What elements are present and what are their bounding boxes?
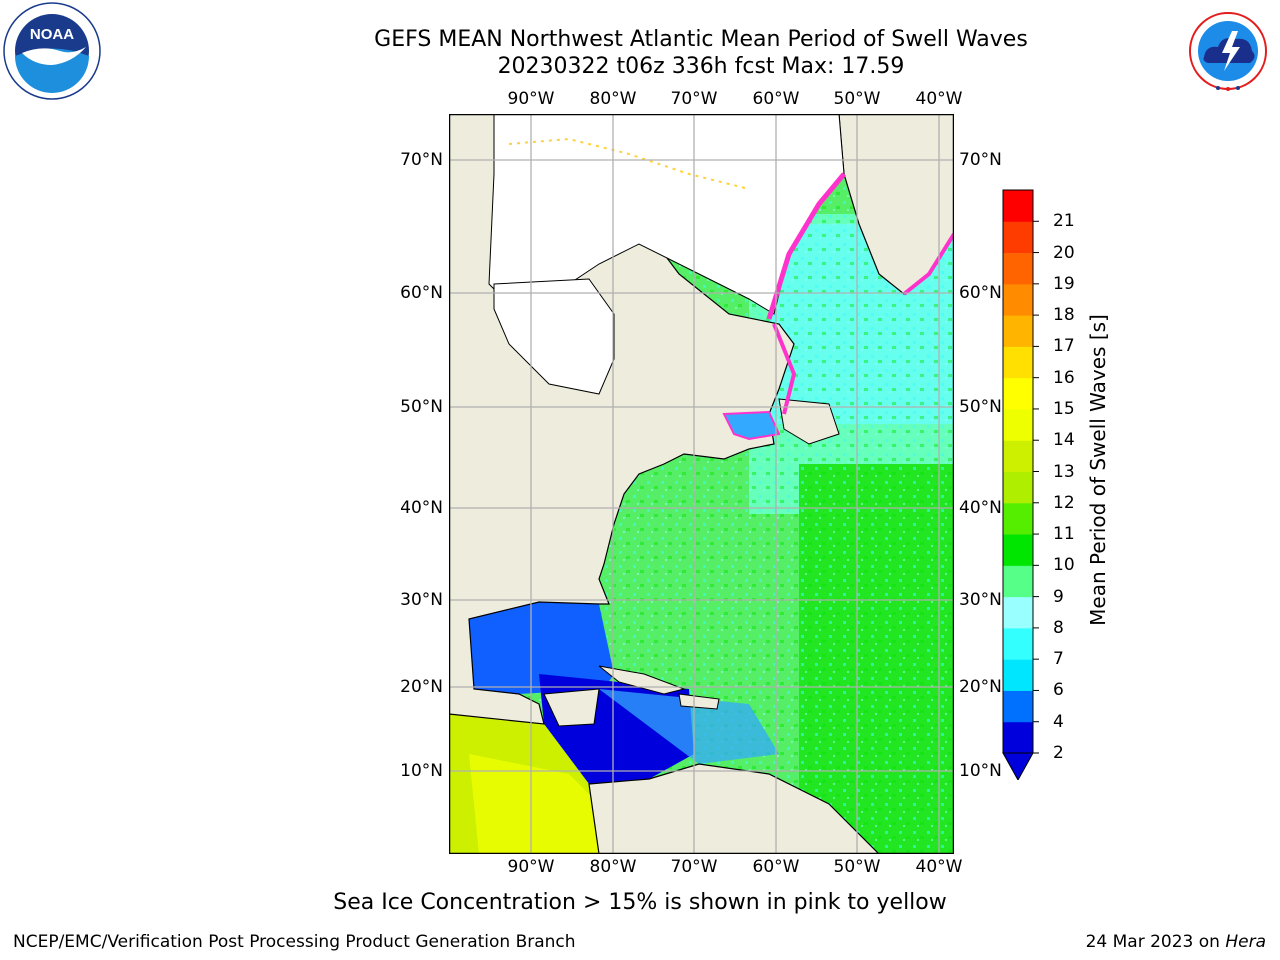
lat-label-60n-left: 60°N <box>400 283 443 303</box>
lat-label-70n-left: 70°N <box>400 150 443 170</box>
colorbar-tick-label: 21 <box>1053 211 1075 232</box>
map-subtitle: 20230322 t06z 336h fcst Max: 17.59 <box>497 54 905 79</box>
lon-label-50w-bottom: 50°W <box>833 857 881 877</box>
gulf-of-mexico <box>469 602 614 694</box>
colorbar-segment <box>1003 502 1033 535</box>
lat-label-10n-right: 10°N <box>959 761 1002 781</box>
colorbar-segment <box>1003 596 1033 629</box>
land-newfoundland <box>778 398 840 445</box>
footer-date: 24 Mar 2023 on Hera <box>1086 932 1266 952</box>
colorbar-segment <box>1003 190 1033 222</box>
lat-label-50n-left: 50°N <box>400 397 443 417</box>
colorbar-segment <box>1003 690 1033 723</box>
lat-label-30n-left: 30°N <box>400 590 443 610</box>
graticule <box>449 114 954 854</box>
colorbar-tick-label: 15 <box>1053 398 1075 419</box>
map-title: GEFS MEAN Northwest Atlantic Mean Period… <box>374 27 1028 52</box>
lon-label-50w-top: 50°W <box>833 89 881 109</box>
lat-label-20n-right: 20°N <box>959 677 1002 697</box>
colorbar <box>1002 189 1039 780</box>
colorbar-tick-label: 2 <box>1053 743 1064 763</box>
noaa-logo: NOAA <box>2 1 102 101</box>
colorbar-tick-label: 16 <box>1053 367 1075 388</box>
colorbar-tick-label: 4 <box>1053 711 1064 732</box>
colorbar-tick-label: 7 <box>1053 649 1064 670</box>
sea-ice-note: Sea Ice Concentration > 15% is shown in … <box>333 890 947 915</box>
colorbar-tick-label: 8 <box>1053 617 1064 638</box>
footer-date-text: 24 Mar 2023 on <box>1085 932 1220 952</box>
map-panel <box>449 114 954 854</box>
lon-label-80w-top: 80°W <box>589 89 637 109</box>
lon-label-40w-bottom: 40°W <box>915 857 963 877</box>
lat-label-70n-right: 70°N <box>959 150 1002 170</box>
land-south-america <box>588 763 880 854</box>
colorbar-tick-label: 14 <box>1053 430 1075 451</box>
colorbar-segment <box>1003 659 1033 691</box>
sea-ice-greenland-edge <box>902 232 954 296</box>
lon-label-60w-bottom: 60°W <box>752 857 800 877</box>
sea-ice-baffin-edge <box>766 172 846 320</box>
sea-ice-labrador-edge <box>772 323 797 415</box>
colorbar-segment <box>1003 346 1033 379</box>
lat-label-30n-right: 30°N <box>959 590 1002 610</box>
colorbar-tick-label: 20 <box>1053 242 1075 263</box>
lat-label-50n-right: 50°N <box>959 397 1002 417</box>
colorbar-segment <box>1003 377 1033 410</box>
colorbar-tick-label: 17 <box>1053 336 1075 357</box>
colorbar-tick-label: 19 <box>1053 273 1075 294</box>
colorbar-tick-label: 11 <box>1053 524 1075 545</box>
colorbar-segment <box>1003 471 1033 504</box>
colorbar-segment <box>1003 440 1033 472</box>
lon-label-60w-top: 60°W <box>752 89 800 109</box>
colorbar-tick-label: 6 <box>1053 680 1064 701</box>
sea-ice-gulf-st-lawrence <box>722 410 781 441</box>
colorbar-label: Mean Period of Swell Waves [s] <box>1086 314 1110 626</box>
lon-label-80w-bottom: 80°W <box>589 857 637 877</box>
colorbar-segment <box>1003 565 1033 598</box>
lon-label-70w-bottom: 70°W <box>670 857 718 877</box>
colorbar-segment <box>1003 252 1033 285</box>
colorbar-extend-arrow <box>1002 752 1034 780</box>
lon-label-90w-top: 90°W <box>507 89 555 109</box>
land-hispaniola <box>678 693 720 710</box>
colorbar-tick-label: 9 <box>1053 586 1064 607</box>
lon-label-40w-top: 40°W <box>915 89 963 109</box>
colorbar-segment <box>1003 315 1033 347</box>
footer-credit: NCEP/EMC/Verification Post Processing Pr… <box>13 932 576 952</box>
lat-label-20n-left: 20°N <box>400 677 443 697</box>
colorbar-segment <box>1003 627 1033 660</box>
colorbar-segment <box>1003 283 1033 316</box>
nws-logo <box>1178 1 1278 101</box>
noaa-logo-text: NOAA <box>30 26 74 43</box>
lat-label-60n-right: 60°N <box>959 283 1002 303</box>
land-yucatan <box>543 688 600 727</box>
colorbar-tick-label: 13 <box>1053 461 1075 482</box>
lon-label-70w-top: 70°W <box>670 89 718 109</box>
colorbar-tick-label: 10 <box>1053 555 1075 576</box>
caribbean-mid <box>599 689 779 764</box>
lon-label-90w-bottom: 90°W <box>507 857 555 877</box>
colorbar-segment <box>1003 721 1033 754</box>
colorbar-tick-label: 12 <box>1053 492 1075 513</box>
lat-label-40n-left: 40°N <box>400 498 443 518</box>
footer-machine: Hera <box>1225 932 1266 952</box>
ice-fringe-arctic <box>508 137 750 190</box>
colorbar-segment <box>1003 221 1033 254</box>
lat-label-10n-left: 10°N <box>400 761 443 781</box>
pacific-warm <box>469 754 609 854</box>
sea-ice-hudson <box>493 278 615 395</box>
colorbar-tick-label: 18 <box>1053 305 1075 326</box>
lat-label-40n-right: 40°N <box>959 498 1002 518</box>
colorbar-segment <box>1003 408 1033 441</box>
colorbar-segment <box>1003 534 1033 566</box>
